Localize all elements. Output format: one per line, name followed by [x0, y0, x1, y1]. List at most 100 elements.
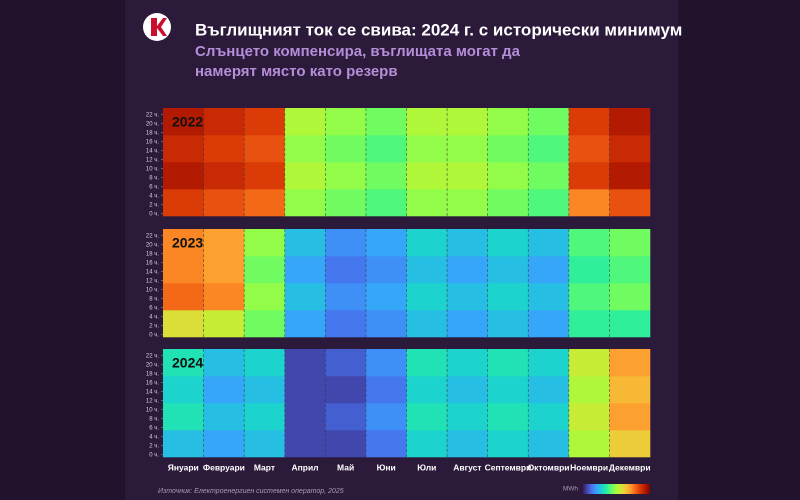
heat-cell: [163, 403, 204, 431]
heat-cell: [163, 256, 204, 284]
heat-cell: [609, 310, 651, 338]
heat-cell: [163, 310, 204, 338]
heat-cell: [447, 376, 488, 404]
heat-cell: [487, 403, 529, 431]
heat-cell: [163, 349, 204, 377]
y-tick-label: 16 ч.: [146, 380, 159, 386]
heat-cell: [244, 310, 286, 338]
heat-cell: [487, 376, 529, 404]
y-tick-label: 14 ч.: [146, 269, 159, 275]
y-tick-label: 16 ч.: [146, 139, 159, 145]
heat-cell: [203, 135, 245, 163]
y-tick-label: 14 ч.: [146, 389, 159, 395]
heat-cell: [365, 349, 407, 377]
heat-cell: [203, 162, 245, 190]
y-tick-label: 18 ч.: [146, 251, 159, 257]
heat-cell: [568, 376, 610, 404]
heat-cell: [609, 256, 651, 284]
y-tick-label: 8 ч.: [149, 296, 159, 302]
heat-cell: [528, 403, 570, 431]
heat-cell: [325, 283, 367, 311]
heat-cell: [609, 403, 651, 431]
heat-cell: [203, 349, 245, 377]
heat-cell: [487, 430, 529, 458]
heat-cell: [487, 108, 529, 136]
y-tick-label: 6 ч.: [149, 425, 159, 431]
x-tick-label: Юли: [417, 462, 436, 472]
heat-cell: [447, 229, 488, 257]
colorbar-label: MWh: [563, 486, 579, 493]
heat-cell: [568, 430, 610, 458]
heat-cell: [568, 189, 610, 217]
heat-cell: [203, 189, 245, 217]
heat-cell: [325, 349, 367, 377]
heat-cell: [447, 108, 488, 136]
heat-cell: [203, 403, 245, 431]
heat-cell: [244, 256, 286, 284]
x-tick-label: Септември: [485, 462, 532, 472]
heat-cell: [325, 256, 367, 284]
heat-cell: [244, 229, 286, 257]
chart-title: Въглищният ток се свива: 2024 г. с истор…: [195, 20, 682, 39]
y-tick-label: 6 ч.: [149, 305, 159, 311]
heat-cell: [325, 430, 367, 458]
heat-cell: [447, 310, 488, 338]
y-tick-label: 2 ч.: [149, 323, 159, 329]
y-tick-label: 10 ч.: [146, 287, 159, 293]
x-tick-label: Април: [291, 462, 318, 472]
year-label: 2023: [172, 235, 203, 251]
heat-cell: [203, 108, 245, 136]
heat-cell: [203, 310, 245, 338]
x-tick-label: Май: [337, 462, 354, 472]
y-tick-label: 10 ч.: [146, 407, 159, 413]
heat-cell: [487, 283, 529, 311]
heat-cell: [528, 283, 570, 311]
heat-cell: [244, 403, 286, 431]
heat-cell: [163, 162, 204, 190]
heat-cell: [609, 283, 651, 311]
colorbar: [582, 484, 650, 494]
y-tick-label: 18 ч.: [146, 130, 159, 136]
heat-cell: [365, 135, 407, 163]
heat-cell: [568, 283, 610, 311]
heat-cell: [284, 229, 326, 257]
x-tick-label: Юни: [377, 462, 396, 472]
y-tick-label: 8 ч.: [149, 175, 159, 181]
y-tick-label: 12 ч.: [146, 157, 159, 163]
heat-cell: [568, 108, 610, 136]
heat-cell: [365, 229, 407, 257]
heat-cell: [284, 283, 326, 311]
x-tick-label: Март: [254, 462, 275, 472]
heat-cell: [284, 376, 326, 404]
x-tick-label: Ноември: [570, 462, 608, 472]
heat-cell: [163, 189, 204, 217]
heat-cell: [487, 349, 529, 377]
heat-cell: [528, 229, 570, 257]
heat-cell: [365, 430, 407, 458]
heat-cell: [528, 256, 570, 284]
y-tick-label: 22 ч.: [146, 353, 159, 359]
heat-cell: [487, 135, 529, 163]
heat-cell: [528, 310, 570, 338]
heat-cell: [244, 349, 286, 377]
y-tick-label: 20 ч.: [146, 362, 159, 368]
heat-cell: [244, 135, 286, 163]
heat-cell: [447, 135, 488, 163]
heat-cell: [284, 349, 326, 377]
y-tick-label: 4 ч.: [149, 434, 159, 440]
heat-cell: [365, 108, 407, 136]
heat-cell: [163, 430, 204, 458]
heat-cell: [325, 135, 367, 163]
y-tick-label: 0 ч.: [149, 211, 159, 217]
heat-cell: [365, 283, 407, 311]
heat-cell: [487, 229, 529, 257]
heat-cell: [406, 135, 448, 163]
heat-cell: [244, 162, 286, 190]
heat-cell: [284, 430, 326, 458]
y-tick-label: 12 ч.: [146, 278, 159, 284]
heat-cell: [447, 189, 488, 217]
subtitle: Слънцето компенсира, въглищата могат да: [195, 43, 521, 60]
heat-cell: [203, 256, 245, 284]
subtitle: намерят място като резерв: [195, 63, 398, 80]
